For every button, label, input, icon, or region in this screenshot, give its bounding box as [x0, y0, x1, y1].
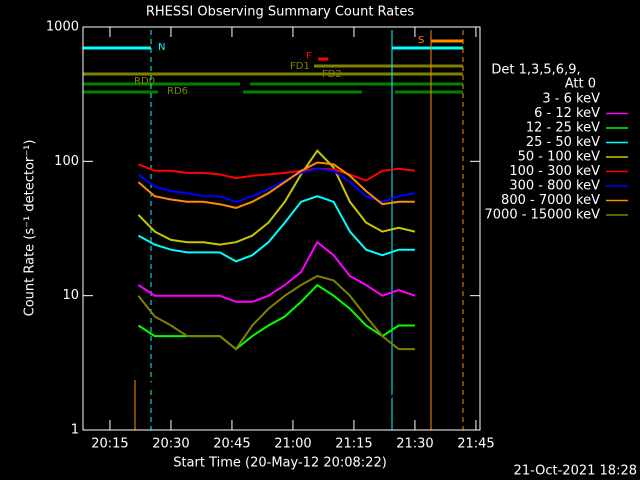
legend-label: 100 - 300 keV — [509, 164, 600, 179]
legend-title: Att 0 — [565, 77, 596, 92]
x-tick-label: 21:30 — [396, 437, 433, 452]
series-line — [137, 274, 415, 351]
legend-label: 3 - 6 keV — [542, 92, 600, 107]
flag-label: F — [306, 51, 312, 62]
flag-label: RD0 — [134, 76, 155, 87]
x-axis-label: Start Time (20-May-12 20:08:22) — [173, 456, 387, 471]
legend-label: 7000 - 15000 keV — [485, 208, 601, 223]
chart-title: RHESSI Observing Summary Count Rates — [146, 5, 415, 20]
series-line — [137, 283, 415, 351]
flag-label: FD2 — [322, 69, 342, 80]
x-tick-label: 21:15 — [335, 437, 372, 452]
series-line — [137, 240, 416, 303]
series-line — [137, 167, 416, 203]
series-line — [137, 149, 416, 246]
series-line — [137, 282, 415, 408]
x-tick-label: 20:30 — [152, 437, 189, 452]
y-tick-label: 100 — [54, 154, 79, 169]
flag-bars — [83, 39, 463, 94]
timestamp: 21-Oct-2021 18:28 — [514, 464, 637, 479]
y-tick-label: 1000 — [46, 20, 79, 35]
series-line — [138, 163, 416, 182]
legend-title: Det 1,3,5,6,9, — [491, 63, 580, 78]
flag-label: S — [418, 35, 424, 46]
legend-label: 25 - 50 keV — [526, 135, 600, 150]
flag-label: N — [158, 42, 165, 53]
plot-frame — [82, 26, 481, 431]
legend-label: 6 - 12 keV — [534, 106, 600, 121]
legend-label: 12 - 25 keV — [526, 121, 600, 136]
x-tick-label: 20:15 — [91, 437, 128, 452]
flag-label: RD6 — [167, 86, 188, 97]
y-tick-label: 10 — [62, 288, 79, 303]
legend-label: 300 - 800 keV — [509, 179, 600, 194]
legend-label: 50 - 100 keV — [518, 150, 601, 165]
x-tick-label: 21:00 — [274, 437, 311, 452]
y-tick-label: 1 — [71, 423, 79, 438]
y-axis-label: Count Rate (s⁻¹ detector⁻¹) — [23, 140, 38, 317]
legend-label: 800 - 7000 keV — [501, 193, 600, 208]
x-tick-label: 20:45 — [213, 437, 250, 452]
series-line — [137, 161, 415, 209]
flag-label: FD1 — [290, 61, 310, 72]
x-tick-label: 21:45 — [457, 437, 494, 452]
series-line — [137, 195, 415, 263]
